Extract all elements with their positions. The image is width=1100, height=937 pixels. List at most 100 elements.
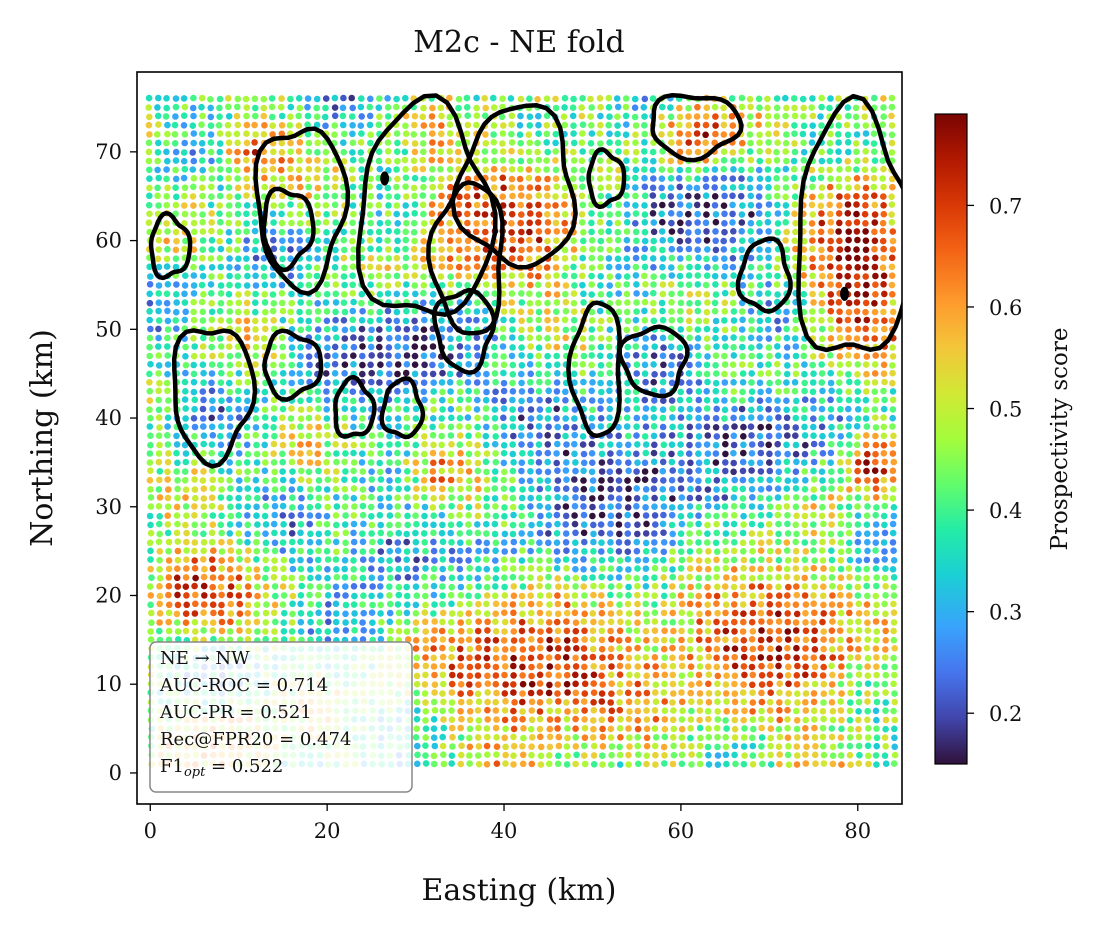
scatter-point xyxy=(296,264,304,272)
scatter-point xyxy=(766,565,774,573)
scatter-point xyxy=(315,405,322,413)
scatter-point xyxy=(475,724,482,732)
scatter-point xyxy=(147,521,154,529)
scatter-point xyxy=(349,388,357,396)
scatter-point xyxy=(438,325,446,333)
scatter-point xyxy=(279,424,286,431)
scatter-point xyxy=(484,689,492,696)
scatter-point xyxy=(209,521,217,528)
scatter-point xyxy=(810,529,818,537)
scatter-point xyxy=(802,619,809,626)
scatter-point xyxy=(722,530,730,537)
scatter-point xyxy=(623,326,631,334)
scatter-point xyxy=(218,591,225,599)
scatter-point xyxy=(430,406,437,413)
scatter-point xyxy=(554,707,562,715)
scatter-point xyxy=(607,645,615,653)
scatter-point xyxy=(190,415,198,422)
scatter-point xyxy=(431,742,439,750)
scatter-point xyxy=(668,557,676,564)
scatter-point xyxy=(836,415,844,422)
scatter-point xyxy=(643,663,651,670)
scatter-point xyxy=(633,414,641,422)
scatter-point xyxy=(695,539,702,546)
scatter-point xyxy=(739,282,747,289)
scatter-point xyxy=(243,424,251,431)
scatter-point xyxy=(554,423,561,431)
scatter-point xyxy=(519,690,526,697)
scatter-point xyxy=(634,565,641,572)
scatter-point xyxy=(526,432,534,439)
scatter-point xyxy=(315,591,322,599)
scatter-point xyxy=(422,556,429,563)
scatter-point xyxy=(616,609,623,617)
scatter-point xyxy=(297,592,305,599)
scatter-point xyxy=(731,716,739,724)
scatter-point xyxy=(837,512,844,519)
scatter-point xyxy=(696,751,703,759)
scatter-point xyxy=(891,690,898,697)
scatter-point xyxy=(413,592,421,599)
scatter-point xyxy=(721,370,728,378)
scatter-point xyxy=(891,743,898,751)
scatter-point xyxy=(827,414,835,421)
scatter-point xyxy=(192,591,199,599)
scatter-point xyxy=(253,512,260,519)
scatter-point xyxy=(749,547,756,555)
scatter-point xyxy=(402,290,409,298)
scatter-point xyxy=(563,637,571,644)
scatter-point xyxy=(704,583,711,591)
scatter-point xyxy=(510,672,517,679)
scatter-point xyxy=(384,272,392,280)
scatter-point xyxy=(482,414,490,422)
scatter-point xyxy=(280,556,288,564)
scatter-point xyxy=(227,485,234,492)
scatter-point xyxy=(545,689,553,697)
scatter-point xyxy=(766,628,774,635)
scatter-point xyxy=(642,335,649,342)
scatter-point xyxy=(500,459,508,467)
scatter-point xyxy=(845,441,853,448)
scatter-point xyxy=(545,654,553,661)
scatter-point xyxy=(359,486,367,493)
scatter-point xyxy=(811,663,819,671)
scatter-point xyxy=(377,538,384,546)
scatter-point xyxy=(651,645,659,653)
scatter-point xyxy=(623,263,631,271)
scatter-point xyxy=(863,609,871,617)
scatter-point xyxy=(535,273,542,280)
scatter-point xyxy=(555,752,562,760)
scatter-point xyxy=(262,494,269,502)
scatter-point xyxy=(571,431,578,439)
scatter-point xyxy=(155,458,163,466)
chart-title: M2c - NE fold xyxy=(413,25,624,60)
scatter-point xyxy=(872,521,880,528)
scatter-point xyxy=(643,645,651,652)
scatter-point xyxy=(713,495,720,502)
scatter-point xyxy=(758,724,765,732)
scatter-point xyxy=(802,548,810,555)
scatter-point xyxy=(261,281,269,289)
scatter-point xyxy=(615,273,622,280)
scatter-point xyxy=(484,645,491,653)
scatter-point xyxy=(517,308,525,316)
scatter-point xyxy=(828,547,835,554)
scatter-point xyxy=(608,680,615,687)
scatter-point xyxy=(774,352,782,360)
scatter-point xyxy=(704,512,712,519)
scatter-point xyxy=(341,308,349,316)
scatter-point xyxy=(386,485,393,492)
scatter-point xyxy=(545,592,553,599)
scatter-point xyxy=(226,317,233,325)
scatter-point xyxy=(704,344,711,351)
scatter-point xyxy=(501,716,509,724)
scatter-point xyxy=(686,414,693,421)
scatter-point xyxy=(775,538,782,546)
scatter-point xyxy=(527,600,535,608)
scatter-point xyxy=(554,440,561,448)
scatter-point xyxy=(864,592,871,600)
scatter-point xyxy=(775,654,783,662)
scatter-point xyxy=(642,565,650,572)
scatter-point xyxy=(465,387,472,395)
scatter-point xyxy=(164,441,172,448)
